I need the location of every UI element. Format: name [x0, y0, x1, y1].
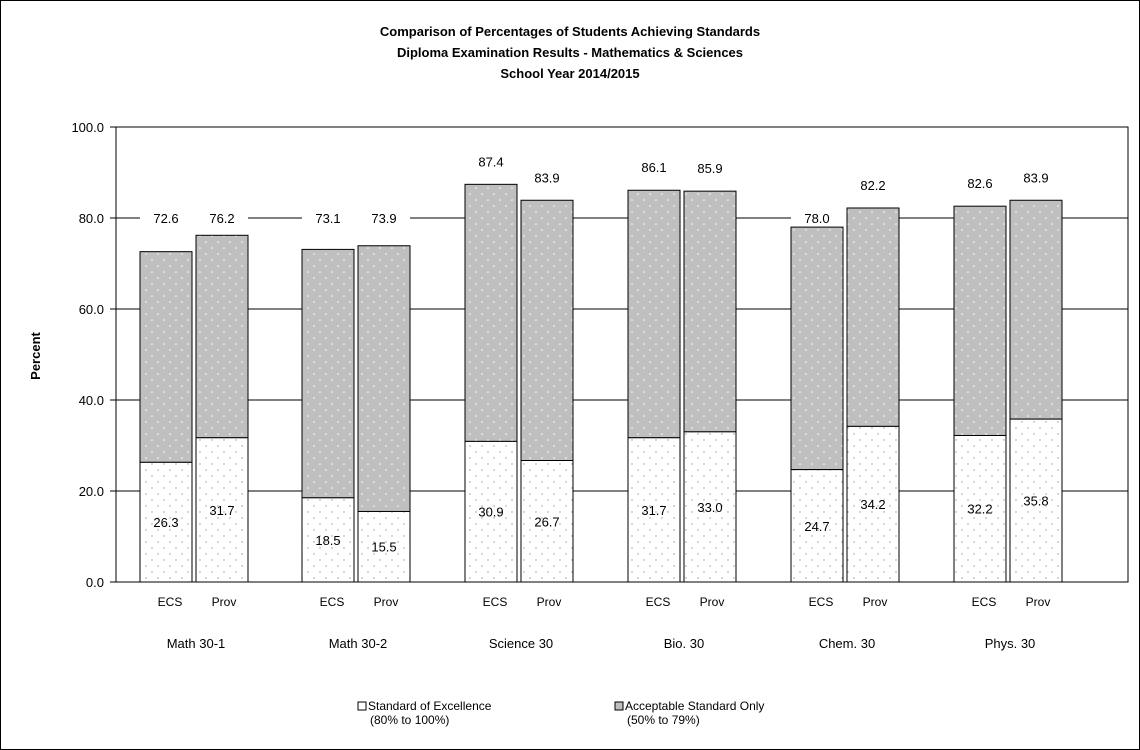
plot-area-border: [115, 126, 1129, 583]
x-group-label: Math 30-2: [329, 636, 388, 651]
x-subcategory-label: Prov: [374, 595, 399, 609]
bar-label-total: 78.0: [804, 211, 829, 226]
chart-title: Comparison of Percentages of Students Ac…: [380, 24, 760, 81]
bar-excellence: [301, 497, 355, 583]
bars: [139, 183, 1063, 583]
bar-label-excellence: 33.0: [697, 500, 722, 515]
bar-label-excellence: 18.5: [315, 533, 340, 548]
legend-swatch-excellence: [357, 701, 367, 711]
bar-acceptable: [520, 199, 574, 462]
bar-label-excellence: 24.7: [804, 519, 829, 534]
bar-acceptable: [139, 251, 193, 463]
bar-acceptable: [301, 248, 355, 499]
x-subcategory-label: Prov: [1026, 595, 1051, 609]
bar-label-total: 73.1: [315, 211, 340, 226]
x-group-label: Bio. 30: [664, 636, 704, 651]
bar-label-excellence: 35.8: [1023, 494, 1048, 509]
bar-label-total: 72.6: [153, 211, 178, 226]
bar-acceptable: [790, 226, 844, 471]
bar-label-total: 82.6: [967, 176, 992, 191]
x-group-label: Science 30: [489, 636, 553, 651]
x-group-label: Math 30-1: [167, 636, 226, 651]
x-group-label: Chem. 30: [819, 636, 875, 651]
bar-labels: 26.3 72.6 31.7 76.2 18.5 73.1 15.5 73.9 30.9 87.4…: [153, 154, 1048, 554]
y-axis-label: Percent: [28, 331, 43, 379]
y-tick-label: 80.0: [79, 211, 104, 226]
bar-label-total: 86.1: [641, 160, 666, 175]
y-tick-label: 20.0: [79, 484, 104, 499]
legend-sublabel-excellence: (80% to 100%): [370, 713, 449, 727]
bar-excellence: [139, 461, 193, 583]
bar-excellence: [195, 437, 249, 583]
x-subcategory-label: ECS: [320, 595, 345, 609]
bar-acceptable: [195, 234, 249, 439]
bar-label-excellence: 15.5: [371, 540, 396, 555]
chart-title-line-1: Comparison of Percentages of Students Ac…: [380, 24, 760, 39]
bar-label-excellence: 32.2: [967, 502, 992, 517]
bar-label-total: 76.2: [209, 211, 234, 226]
bar-label-excellence: 31.7: [641, 503, 666, 518]
bar-label-total: 82.2: [860, 178, 885, 193]
legend-swatch-acceptable: [614, 701, 624, 711]
bar-label-total: 83.9: [1023, 170, 1048, 185]
chart-title-line-3: School Year 2014/2015: [500, 66, 639, 81]
bar-acceptable: [464, 183, 518, 442]
x-subcategory-label: Prov: [212, 595, 237, 609]
bar-acceptable: [846, 207, 900, 427]
y-tick-label: 60.0: [79, 302, 104, 317]
bar-excellence: [1009, 418, 1063, 583]
y-tick-label: 0.0: [86, 575, 104, 590]
x-subcategory-label: Prov: [537, 595, 562, 609]
legend-label-acceptable: Acceptable Standard Only: [625, 699, 764, 713]
legend-label-excellence: Standard of Excellence: [368, 699, 492, 713]
x-subcategory-label: ECS: [646, 595, 671, 609]
x-subcategory-label: Prov: [700, 595, 725, 609]
y-tick-label: 100.0: [71, 120, 104, 135]
legend: Standard of Excellence (80% to 100%) Acc…: [357, 699, 764, 727]
bar-label-excellence: 34.2: [860, 497, 885, 512]
bar-excellence: [464, 440, 518, 583]
bar-label-total: 73.9: [371, 211, 396, 226]
bar-acceptable: [627, 189, 681, 439]
y-axis-ticks: 0.0 20.0 40.0 60.0 80.0 100.0: [71, 120, 116, 590]
x-subcategory-label: ECS: [972, 595, 997, 609]
bar-excellence: [683, 431, 737, 583]
x-subcategory-label: ECS: [809, 595, 834, 609]
bar-excellence: [790, 469, 844, 583]
x-group-label: Phys. 30: [985, 636, 1036, 651]
legend-sublabel-acceptable: (50% to 79%): [627, 713, 700, 727]
x-subcategory-label: ECS: [483, 595, 508, 609]
bar-acceptable: [357, 245, 411, 512]
bar-label-total: 83.9: [534, 170, 559, 185]
bar-acceptable: [683, 190, 737, 433]
bar-label-excellence: 26.3: [153, 515, 178, 530]
bar-label-total: 85.9: [697, 161, 722, 176]
chart-title-line-2: Diploma Examination Results - Mathematic…: [397, 45, 743, 60]
bar-label-excellence: 30.9: [478, 505, 503, 520]
x-axis-labels: ECS Prov Math 30-1 ECS Prov Math 30-2 ECS Prov S…: [158, 595, 1051, 651]
bar-label-total: 87.4: [478, 154, 503, 169]
bar-label-excellence: 31.7: [209, 503, 234, 518]
x-subcategory-label: Prov: [863, 595, 888, 609]
x-subcategory-label: ECS: [158, 595, 183, 609]
bar-label-excellence: 26.7: [534, 514, 559, 529]
bar-acceptable: [1009, 199, 1063, 420]
bar-excellence: [357, 510, 411, 583]
bar-acceptable: [953, 205, 1007, 436]
y-tick-label: 40.0: [79, 393, 104, 408]
